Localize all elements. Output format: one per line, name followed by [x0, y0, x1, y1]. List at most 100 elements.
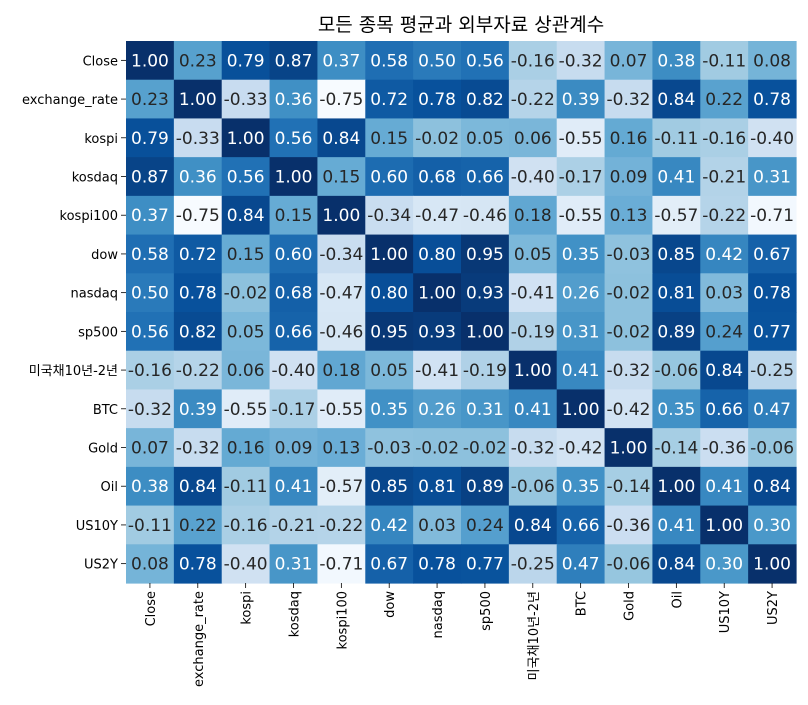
heatmap-cell — [317, 234, 366, 274]
heatmap-cell — [508, 41, 558, 81]
cell-value-label: -0.33 — [176, 129, 220, 149]
cell-value-label: 0.22 — [179, 516, 217, 536]
heatmap-cell — [413, 428, 462, 468]
heatmap-cell — [221, 428, 271, 468]
cell-value-label: 0.77 — [753, 322, 791, 342]
heatmap-cell — [126, 234, 175, 274]
heatmap-cell — [269, 195, 319, 236]
cell-value-label: 0.07 — [131, 439, 169, 459]
heatmap-cell — [748, 428, 797, 468]
heatmap-cell — [126, 118, 175, 158]
row-label-10-2: 미국채10년-2년 — [29, 364, 118, 379]
cell-value-label: 0.81 — [657, 284, 695, 304]
heatmap-cell — [365, 505, 414, 545]
cell-value-label: -0.11 — [128, 516, 172, 536]
heatmap-cell — [317, 428, 366, 468]
cell-value-label: -0.46 — [463, 206, 507, 226]
cell-value-label: 0.47 — [753, 400, 791, 420]
cell-value-label: 0.50 — [418, 51, 456, 71]
row-label-kosdaq: kosdaq — [72, 171, 118, 186]
heatmap-cell — [269, 350, 319, 391]
cell-value-label: 1.00 — [227, 129, 265, 149]
heatmap-cell — [269, 234, 319, 274]
cell-value-label: 0.31 — [275, 555, 313, 575]
cell-value-label: -0.41 — [415, 361, 459, 381]
heatmap-cell — [508, 544, 558, 584]
cell-value-label: -0.55 — [319, 400, 363, 420]
heatmap-cell — [126, 544, 175, 584]
cell-value-label: 0.56 — [131, 322, 169, 342]
cell-value-label: -0.11 — [702, 51, 746, 71]
heatmap-cell — [461, 312, 510, 352]
cell-value-label: 0.84 — [322, 129, 360, 149]
heatmap-cell — [604, 312, 654, 352]
cell-value-label: -0.55 — [559, 206, 603, 226]
heatmap-cell — [508, 389, 558, 429]
cell-value-label: 0.38 — [131, 477, 169, 497]
heatmap-cell — [221, 234, 271, 274]
heatmap-cell — [413, 118, 462, 158]
heatmap-cell — [652, 118, 701, 158]
cell-value-label: 0.16 — [227, 439, 265, 459]
cell-value-label: 0.78 — [179, 555, 217, 575]
heatmap-cell — [365, 157, 414, 197]
cell-value-label: 0.93 — [466, 284, 504, 304]
column-label-kospi100: kospi100 — [335, 591, 350, 649]
row-label-sp500: sp500 — [78, 325, 118, 340]
cell-value-label: 0.95 — [370, 322, 408, 342]
heatmap-cell — [461, 505, 510, 545]
heatmap-cell — [461, 234, 510, 274]
heatmap-cell — [413, 79, 462, 120]
cell-value-label: -0.22 — [319, 516, 363, 536]
heatmap-cell — [652, 428, 701, 468]
chart-title: 모든 종목 평균과 외부자료 상관계수 — [318, 14, 604, 36]
cell-value-label: 0.66 — [562, 516, 600, 536]
cell-value-label: -0.42 — [559, 439, 603, 459]
cell-value-label: -0.57 — [654, 206, 698, 226]
cell-value-label: -0.40 — [750, 129, 794, 149]
heatmap-cell — [173, 79, 223, 120]
heatmap-cell — [700, 273, 749, 313]
heatmap-cell — [126, 505, 175, 545]
cell-value-label: 0.93 — [418, 322, 456, 342]
cell-value-label: 0.15 — [227, 245, 265, 265]
heatmap-cell — [365, 118, 414, 158]
heatmap-cell — [221, 41, 271, 81]
heatmap-cell — [173, 466, 223, 507]
heatmap-cell — [269, 79, 319, 120]
cell-value-label: -0.32 — [511, 439, 555, 459]
cell-value-label: 0.41 — [705, 477, 743, 497]
cell-value-label: 0.05 — [466, 129, 504, 149]
cell-value-label: -0.32 — [607, 90, 651, 110]
column-label-kospi: kospi — [240, 591, 255, 625]
heatmap-cell — [461, 41, 510, 81]
heatmap-cell — [508, 466, 558, 507]
cell-value-label: 0.67 — [370, 555, 408, 575]
cell-value-label: 0.15 — [370, 129, 408, 149]
cell-value-label: 1.00 — [705, 516, 743, 536]
cell-value-label: -0.47 — [319, 284, 363, 304]
heatmap-cell — [556, 195, 606, 236]
cell-value-label: 0.06 — [514, 129, 552, 149]
heatmap-cell — [652, 312, 701, 352]
heatmap-cell — [413, 544, 462, 584]
column-label-10-2: 미국채10년-2년 — [527, 591, 542, 680]
heatmap-cell — [126, 312, 175, 352]
row-label-us2y: US2Y — [84, 558, 118, 573]
heatmap-cell — [700, 350, 749, 391]
cell-value-label: 0.84 — [657, 90, 695, 110]
cell-value-label: 0.31 — [562, 322, 600, 342]
heatmap-cell — [604, 195, 654, 236]
cell-value-label: -0.16 — [702, 129, 746, 149]
heatmap-cell — [317, 273, 366, 313]
cell-value-label: 0.56 — [466, 51, 504, 71]
cell-value-label: -0.57 — [319, 477, 363, 497]
heatmap-cell — [365, 428, 414, 468]
heatmap-cell — [748, 312, 797, 352]
heatmap-cell — [221, 157, 271, 197]
column-label-oil: Oil — [670, 591, 685, 608]
cell-value-label: -0.02 — [607, 284, 651, 304]
heatmap-cell — [413, 389, 462, 429]
cell-value-label: -0.55 — [224, 400, 268, 420]
cell-value-label: 0.79 — [131, 129, 169, 149]
